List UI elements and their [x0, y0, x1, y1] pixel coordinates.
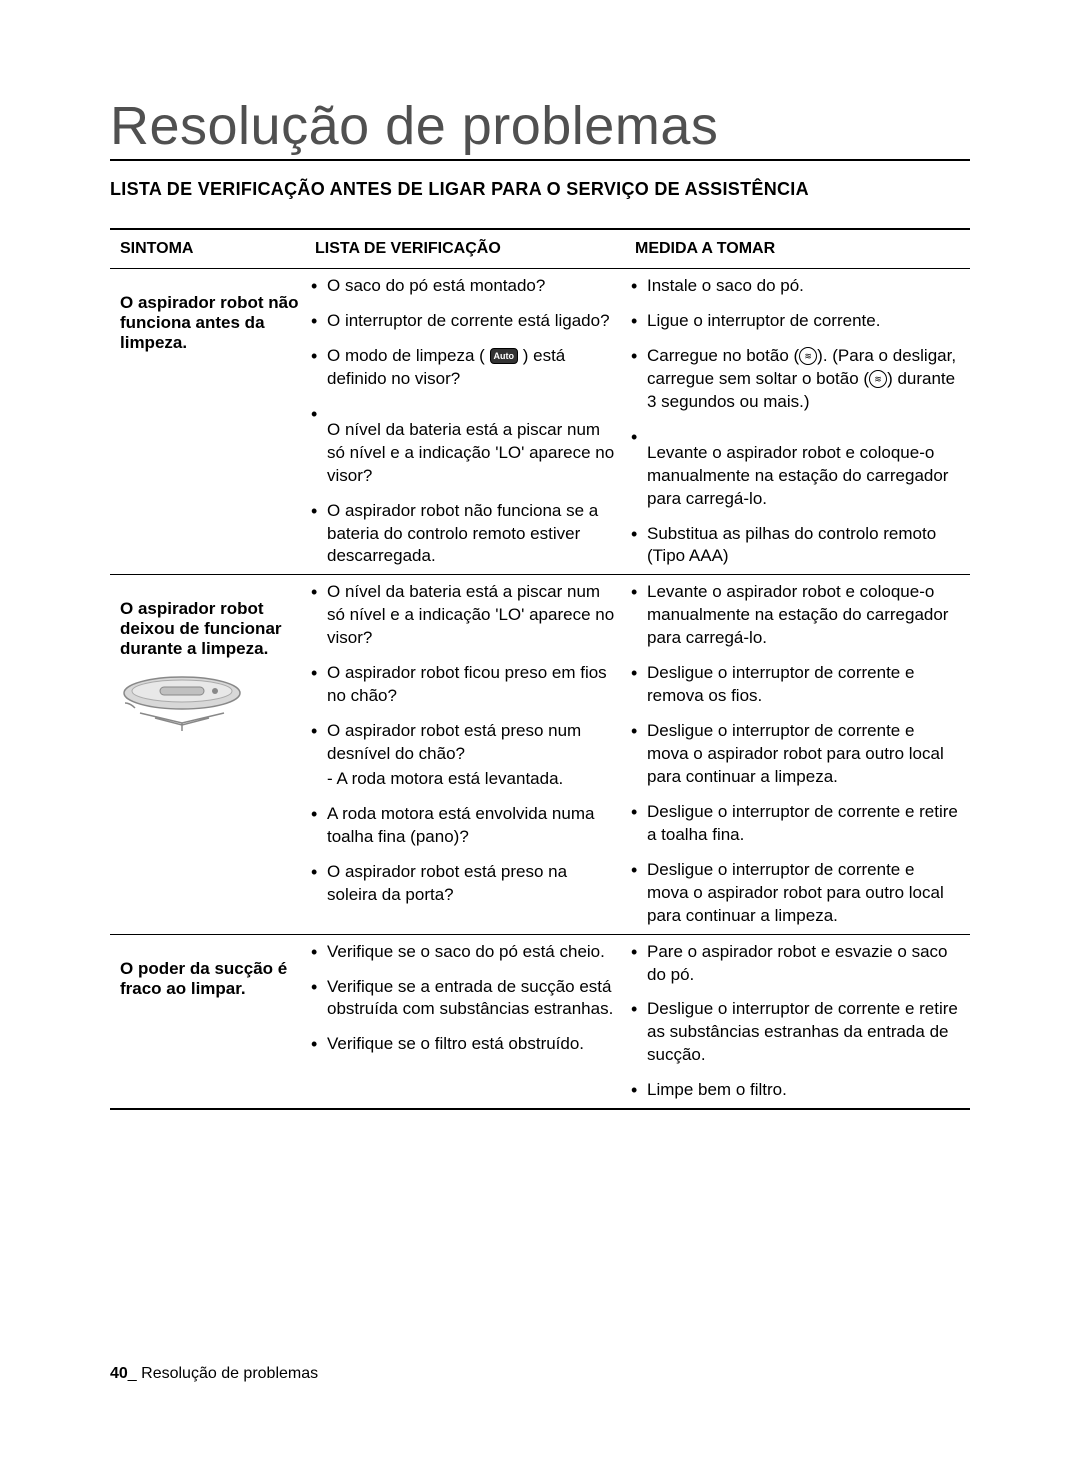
checklist-cell: Verifique se o saco do pó está cheio.Ver… [305, 934, 625, 1109]
checklist-item: O interruptor de corrente está ligado? [305, 304, 625, 339]
measure-item: Desligue o interruptor de corrente e ret… [625, 795, 970, 853]
th-checklist: Lista de Verificação [305, 229, 625, 269]
checklist-item: O aspirador robot está preso num desníve… [305, 714, 625, 797]
checklist-item: Verifique se o filtro está obstruído. [305, 1027, 625, 1062]
page-subtitle: LISTA DE VERIFICAÇÃO ANTES DE LIGAR PARA… [110, 179, 970, 200]
measure-item: Desligue o interruptor de corrente e mov… [625, 853, 970, 934]
measure-cell: Levante o aspirador robot e coloque-o ma… [625, 575, 970, 934]
table-body: O aspirador robot não funciona antes da … [110, 269, 970, 1110]
measure-item: Levante o aspirador robot e coloque-o ma… [625, 420, 970, 517]
measure-item: Carregue no botão (≋). (Para o desligar,… [625, 339, 970, 420]
checklist-cell: O nível da bateria está a piscar num só … [305, 575, 625, 934]
page-title: Resolução de problemas [110, 95, 970, 161]
checklist-item: O aspirador robot não funciona se a bate… [305, 494, 625, 575]
measure-cell: Pare o aspirador robot e esvazie o saco … [625, 934, 970, 1109]
measure-cell: Instale o saco do pó.Ligue o interruptor… [625, 269, 970, 575]
checklist-cell: O saco do pó está montado?O interruptor … [305, 269, 625, 575]
measure-item: Limpe bem o filtro. [625, 1073, 970, 1108]
checklist-item: O aspirador robot está preso na soleira … [305, 855, 625, 913]
measure-item: Ligue o interruptor de corrente. [625, 304, 970, 339]
checklist-item: O nível da bateria está a piscar num só … [305, 575, 625, 656]
footer-text: Resolução de problemas [141, 1365, 318, 1382]
measure-item: Levante o aspirador robot e coloque-o ma… [625, 575, 970, 656]
measure-item: Substitua as pilhas do controlo remoto (… [625, 517, 970, 575]
troubleshooting-table: Sintoma Lista de Verificação Medida a To… [110, 228, 970, 1110]
checklist-item: O aspirador robot ficou preso em fios no… [305, 656, 625, 714]
symptom-cell: O aspirador robot não funciona antes da … [110, 269, 305, 575]
checklist-item: Verifique se a entrada de sucção está ob… [305, 970, 625, 1028]
measure-item: Desligue o interruptor de corrente e rem… [625, 656, 970, 714]
checklist-item: Verifique se o saco do pó está cheio. [305, 935, 625, 970]
th-measure: Medida a Tomar [625, 229, 970, 269]
symptom-cell: O aspirador robot deixou de funcionar du… [110, 575, 305, 934]
measure-item: Desligue o interruptor de corrente e ret… [625, 992, 970, 1073]
measure-item: Desligue o interruptor de corrente e mov… [625, 714, 970, 795]
robot-vacuum-icon [120, 673, 245, 735]
footer-separator: _ [128, 1365, 141, 1382]
page-number: 40 [110, 1365, 128, 1382]
checklist-item: O nível da bateria está a piscar num só … [305, 397, 625, 494]
checklist-item: O modo de limpeza ( Auto ) está definido… [305, 339, 625, 397]
checklist-item: A roda motora está envolvida numa toalha… [305, 797, 625, 855]
measure-item: Instale o saco do pó. [625, 269, 970, 304]
measure-item: Pare o aspirador robot e esvazie o saco … [625, 935, 970, 993]
page-footer: 40_ Resolução de problemas [110, 1365, 318, 1383]
th-symptom: Sintoma [110, 229, 305, 269]
checklist-item: O saco do pó está montado? [305, 269, 625, 304]
symptom-cell: O poder da sucção é fraco ao limpar. [110, 934, 305, 1109]
